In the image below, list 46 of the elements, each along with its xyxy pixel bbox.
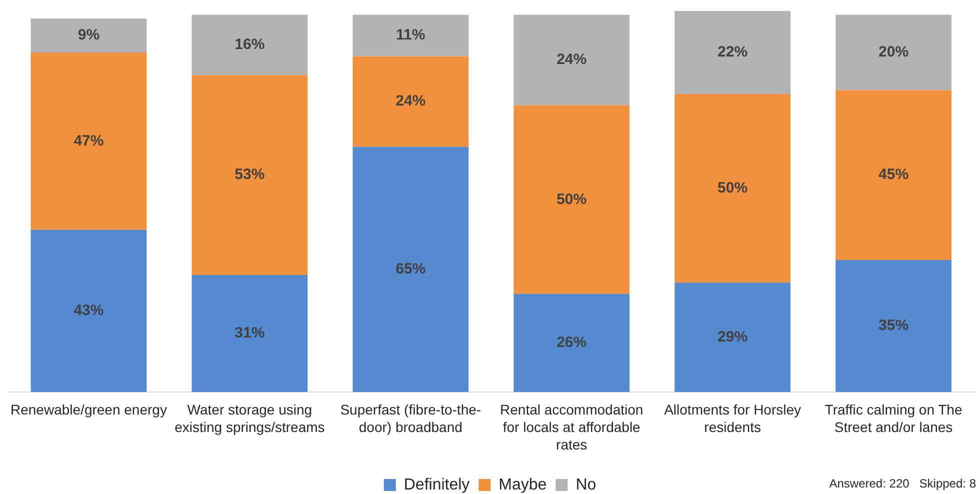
bar: [674, 282, 791, 392]
data-label: 11%: [396, 26, 426, 44]
data-label: 50%: [718, 179, 748, 196]
bar: [836, 260, 952, 392]
text: Answered: 220 Skipped: 8: [829, 476, 976, 490]
data-label: 35%: [878, 317, 909, 334]
data-label: 20%: [878, 44, 909, 61]
x-tick-label: Water storage using existing springs/streams: [174, 402, 325, 436]
bar: [836, 14, 952, 90]
bar: [352, 56, 469, 147]
bar: [674, 94, 791, 283]
bar: [514, 14, 630, 106]
data-label: 53%: [234, 166, 265, 184]
data-label: 43%: [74, 302, 104, 320]
bar: [352, 14, 469, 56]
bar: [192, 275, 308, 392]
data-label: 24%: [556, 51, 587, 68]
data-label: 24%: [396, 92, 426, 110]
x-tick-label: Renewable/green energy: [10, 402, 167, 418]
bar: [192, 14, 308, 76]
bar: [352, 146, 469, 392]
bar: [30, 18, 147, 52]
bar: [836, 90, 952, 260]
x-tick-label: Superfast (fibre-to-the-door) broadband: [340, 402, 482, 436]
data-label: 9%: [78, 26, 100, 44]
bar: [30, 52, 147, 230]
x-tick-label: Traffic calming on The Street and/or lanes: [824, 402, 962, 436]
bar: [514, 294, 630, 392]
bar: [514, 105, 630, 294]
bar: [192, 75, 308, 276]
data-label: 22%: [718, 44, 748, 61]
legend-label: Maybe: [498, 476, 547, 494]
data-label: 65%: [396, 260, 426, 278]
x-tick-label: Allotments for Horsley residents: [664, 402, 802, 436]
legend-label: Definitely: [404, 476, 470, 494]
data-label: 29%: [718, 328, 748, 346]
data-label: 16%: [234, 36, 265, 54]
x-tick-label: Rental accommodation for locals at affordable rates: [500, 402, 644, 453]
data-label: 47%: [74, 132, 104, 150]
bar: [30, 230, 147, 392]
data-label: 26%: [556, 334, 587, 352]
data-label: 45%: [878, 166, 909, 184]
data-label: 31%: [234, 324, 265, 342]
bar: [674, 11, 791, 94]
data-label: 50%: [556, 190, 587, 208]
legend-label: No: [576, 476, 596, 494]
